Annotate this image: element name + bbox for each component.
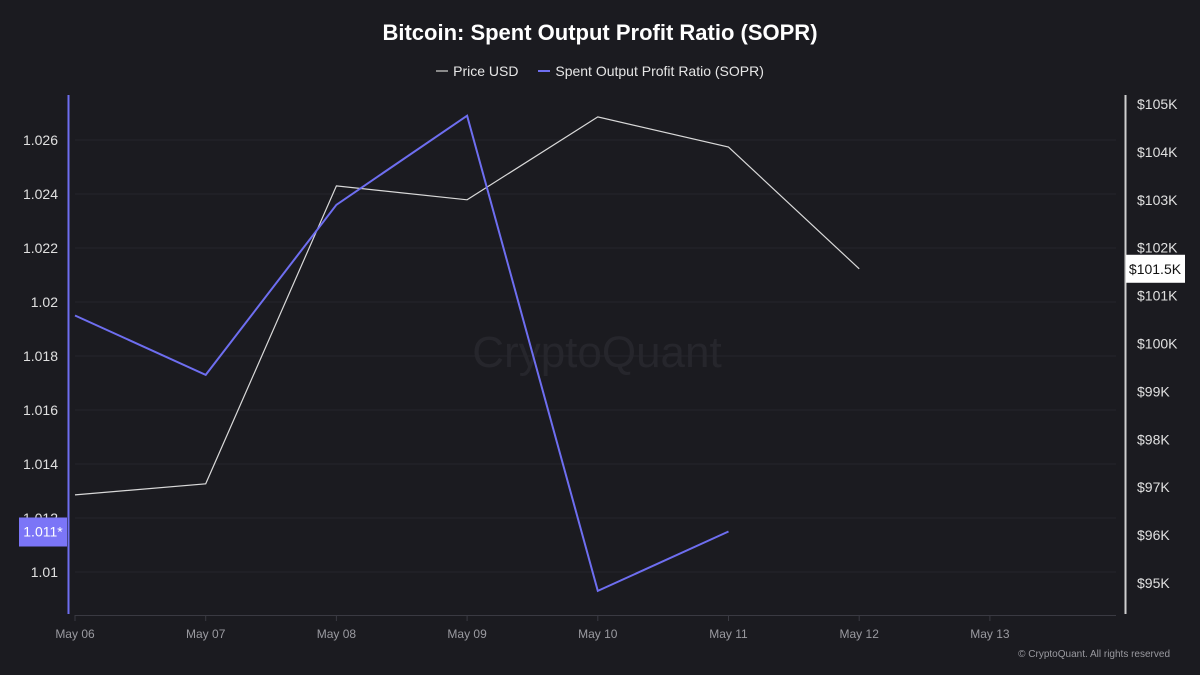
right-tick-label: $99K [1137,383,1170,399]
x-tick-label: May 10 [578,627,618,641]
axes [67,95,1127,621]
x-tick-label: May 12 [840,627,880,641]
axis-labels: 1.011.0121.0141.0161.0181.021.0221.0241.… [19,96,1185,641]
price-line [74,116,860,496]
sopr-swatch-icon [538,70,551,72]
right-tick-label: $103K [1137,192,1178,208]
series [74,114,860,593]
legend-item-sopr[interactable]: Spent Output Profit Ratio (SOPR) [538,63,764,79]
x-tick-label: May 11 [709,627,748,641]
left-tick-label: 1.014 [23,456,58,472]
x-tick-label: May 06 [55,627,95,641]
right-tick-label: $98K [1137,431,1170,447]
legend: Price USD Spent Output Profit Ratio (SOP… [0,59,1200,79]
copyright-footer: © CryptoQuant. All rights reserved [1018,649,1170,660]
legend-label-sopr: Spent Output Profit Ratio (SOPR) [555,63,764,79]
price-current-value-label: $101.5K [1129,261,1182,277]
watermark: CryptoQuant [472,328,721,377]
left-tick-label: 1.01 [31,564,58,580]
chart-title: Bitcoin: Spent Output Profit Ratio (SOPR… [382,20,818,45]
x-tick-label: May 09 [447,627,487,641]
x-tick-label: May 13 [970,627,1010,641]
left-tick-label: 1.018 [23,348,58,364]
right-tick-label: $100K [1137,336,1178,352]
right-tick-label: $96K [1137,527,1170,543]
legend-item-price[interactable]: Price USD [436,63,518,79]
price-current-value-badge [1126,254,1185,283]
sopr-current-value-label: 1.011* [23,524,63,540]
right-tick-label: $97K [1137,479,1170,495]
right-tick-label: $95K [1137,575,1170,591]
sopr-line [74,114,729,593]
legend-label-price: Price USD [453,63,519,79]
right-tick-label: $104K [1137,144,1178,160]
left-tick-label: 1.02 [31,294,58,310]
right-tick-label: $101K [1137,288,1178,304]
left-tick-label: 1.026 [23,132,58,148]
sopr-current-value-badge [19,517,67,547]
x-tick-label: May 08 [317,627,357,641]
left-tick-label: 1.024 [23,186,58,202]
grid [75,139,1116,573]
x-tick-label: May 07 [186,627,226,641]
right-tick-label: $105K [1137,96,1178,112]
price-swatch-icon [436,70,449,72]
left-tick-label: 1.016 [23,402,58,418]
right-tick-label: $102K [1137,240,1178,256]
left-tick-label: 1.022 [23,240,58,256]
